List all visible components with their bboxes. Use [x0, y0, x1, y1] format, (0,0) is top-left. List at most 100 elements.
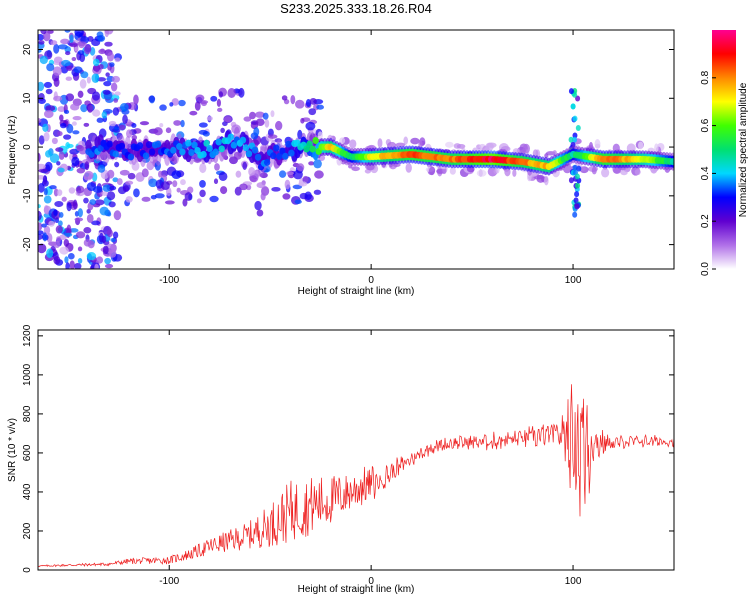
spectrogram-cell	[122, 185, 130, 193]
spectrogram-cell	[153, 127, 163, 136]
spectrogram-cell	[594, 139, 601, 149]
spectrogram-cell	[75, 185, 85, 194]
spectrogram-cell	[572, 115, 578, 122]
spectrogram-cell	[159, 104, 167, 111]
snr-xtick-label: 100	[565, 576, 582, 587]
spectrogram-ridge-cell	[273, 144, 280, 152]
spectrogram-cell	[74, 46, 79, 52]
spectrogram-cell	[254, 111, 265, 118]
spectrogram-ridge-cell	[263, 158, 271, 166]
snr-series-group	[38, 384, 674, 568]
spectrogram-cell	[110, 82, 118, 92]
spectrogram-ridge-cell	[303, 145, 310, 153]
spectrogram-cell	[102, 245, 109, 255]
spectrogram-cell	[55, 147, 64, 152]
spectrogram-cell	[220, 186, 228, 195]
spectrogram-ridge-cell	[218, 145, 225, 153]
spectrogram-cell	[187, 186, 194, 194]
spectrogram-cell	[296, 163, 305, 172]
spectrogram-cell	[57, 167, 65, 173]
spectrogram-ridge-cell	[118, 142, 125, 150]
spectrogram-cell	[293, 169, 303, 180]
spectrogram-cell	[96, 117, 104, 123]
spectrogram-cell	[84, 171, 94, 180]
spectrogram-cell	[77, 246, 83, 252]
spectrogram-cell	[83, 122, 90, 127]
spectrogram-cell	[253, 127, 260, 137]
spectrogram-cell	[116, 178, 123, 186]
spectrogram-cell	[262, 112, 269, 120]
spectrogram-cell	[77, 208, 83, 218]
spectrogram-cell	[69, 34, 74, 44]
spectrogram-cell	[214, 163, 220, 171]
spectrogram-cell	[65, 93, 75, 102]
spectrogram-ridge-cell	[212, 148, 219, 156]
spectrogram-ridge-cell	[127, 153, 135, 161]
spectrogram-cell	[56, 189, 63, 197]
spectrogram-cell	[104, 263, 114, 269]
spectrogram-cell	[80, 71, 89, 79]
spectrogram-cell	[59, 114, 64, 122]
spectrogram-cell	[575, 95, 581, 102]
spectrogram-cell	[282, 193, 291, 200]
snr-ytick-label: 800	[22, 405, 33, 422]
spectrogram-cell	[65, 142, 70, 150]
spectrogram-ylabel: Frequency (Hz)	[7, 116, 18, 185]
spectrogram-cell	[568, 88, 574, 95]
spectrogram-cell	[223, 116, 232, 123]
spectrogram-cell	[42, 175, 48, 185]
spectrogram-cell	[64, 256, 69, 264]
spectrogram-cell	[55, 225, 63, 234]
spectrogram-cell	[588, 141, 594, 151]
spectrogram-ridge-cell	[254, 153, 262, 161]
spectrogram-cell	[405, 163, 412, 173]
spectrogram-cell	[243, 116, 252, 122]
spectrogram-cell	[40, 30, 47, 35]
spectrogram-cell	[66, 123, 74, 134]
spectrogram-cell	[141, 168, 149, 178]
spectrogram-cell	[198, 122, 208, 128]
spectrogram-cell	[49, 185, 57, 190]
spectrogram-cell	[38, 152, 41, 163]
spectrogram-ytick-label: -20	[22, 237, 33, 252]
spectrogram-cell	[61, 59, 71, 67]
spectrogram-cell	[239, 183, 248, 191]
spectrogram-cell	[45, 88, 53, 95]
spectrogram-cell	[86, 251, 97, 261]
spectrogram-cell	[573, 197, 579, 204]
spectrogram-cell	[131, 122, 137, 128]
spectrogram-cell	[216, 98, 221, 107]
spectrogram-ridge-cell	[88, 150, 95, 158]
spectrogram-cell	[75, 145, 83, 150]
snr-series-line	[38, 384, 674, 568]
spectrogram-cell	[300, 117, 305, 124]
spectrogram-cell	[53, 77, 60, 88]
spectrogram-cell	[64, 232, 73, 237]
spectrogram-cell	[281, 95, 288, 101]
spectrogram-cell	[65, 76, 73, 81]
spectrogram-cell	[38, 210, 42, 221]
spectrogram-cell	[264, 119, 270, 128]
spectrogram-ridge-cell	[285, 140, 292, 148]
spectrogram-cell	[66, 65, 73, 71]
spectrogram-cell	[43, 188, 48, 196]
spectrogram-cell	[71, 57, 77, 62]
spectrogram-cell	[96, 77, 107, 82]
spectrogram-cell	[377, 138, 383, 148]
spectrogram-ridge-cell	[112, 150, 119, 158]
spectrogram-heatmap	[38, 30, 674, 269]
spectrogram-cell	[160, 181, 170, 191]
spectrogram-cell	[114, 91, 121, 96]
spectrogram-cell	[86, 182, 97, 192]
spectrogram-cell	[50, 40, 58, 46]
spectrogram-cell	[165, 127, 172, 134]
spectrogram-cell	[114, 161, 120, 168]
spectrogram-cell	[171, 170, 182, 180]
spectrogram-cell	[234, 186, 242, 196]
colorbar-tick-label: 0.2	[700, 214, 711, 228]
colorbar-tick-label: 0.0	[700, 262, 711, 276]
spectrogram-cell	[71, 156, 80, 167]
spectrogram-cell	[339, 137, 346, 144]
